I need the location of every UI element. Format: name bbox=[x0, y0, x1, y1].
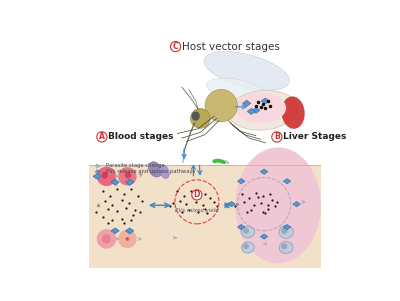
Circle shape bbox=[118, 230, 137, 248]
Text: EVs mixed yield: EVs mixed yield bbox=[175, 208, 219, 213]
Polygon shape bbox=[238, 178, 245, 184]
Polygon shape bbox=[111, 179, 119, 185]
Ellipse shape bbox=[206, 78, 264, 101]
Ellipse shape bbox=[160, 165, 169, 178]
Ellipse shape bbox=[235, 93, 286, 123]
Circle shape bbox=[192, 190, 202, 200]
Polygon shape bbox=[238, 225, 245, 230]
Ellipse shape bbox=[148, 162, 162, 177]
Ellipse shape bbox=[205, 89, 238, 122]
Polygon shape bbox=[111, 228, 119, 234]
Ellipse shape bbox=[281, 228, 288, 234]
Circle shape bbox=[170, 42, 181, 52]
Ellipse shape bbox=[241, 226, 254, 238]
Polygon shape bbox=[252, 107, 260, 113]
Ellipse shape bbox=[228, 90, 298, 130]
Ellipse shape bbox=[282, 96, 305, 129]
Ellipse shape bbox=[125, 172, 131, 178]
Text: Liver Stages: Liver Stages bbox=[283, 132, 347, 141]
Polygon shape bbox=[261, 98, 270, 104]
Polygon shape bbox=[126, 179, 134, 185]
Ellipse shape bbox=[279, 225, 293, 238]
Ellipse shape bbox=[281, 243, 287, 249]
Ellipse shape bbox=[242, 242, 254, 253]
Text: Host vector stages: Host vector stages bbox=[182, 42, 280, 51]
FancyBboxPatch shape bbox=[89, 36, 321, 165]
Circle shape bbox=[118, 167, 137, 186]
Ellipse shape bbox=[190, 109, 210, 128]
Circle shape bbox=[102, 234, 111, 244]
Ellipse shape bbox=[102, 172, 108, 179]
Polygon shape bbox=[228, 202, 235, 207]
Polygon shape bbox=[260, 234, 268, 239]
Text: D: D bbox=[194, 190, 200, 199]
Ellipse shape bbox=[279, 241, 293, 253]
Polygon shape bbox=[283, 225, 291, 230]
Text: EVs release and uptake pathways: EVs release and uptake pathways bbox=[106, 169, 195, 174]
Circle shape bbox=[97, 132, 107, 142]
Polygon shape bbox=[247, 108, 256, 114]
Circle shape bbox=[97, 167, 116, 186]
Text: C: C bbox=[173, 42, 178, 51]
Ellipse shape bbox=[243, 244, 249, 249]
Circle shape bbox=[97, 229, 116, 249]
Ellipse shape bbox=[235, 147, 321, 263]
Text: A: A bbox=[99, 132, 105, 141]
Text: Blood stages: Blood stages bbox=[108, 132, 174, 141]
Polygon shape bbox=[283, 178, 291, 184]
Polygon shape bbox=[93, 173, 101, 179]
Polygon shape bbox=[242, 100, 251, 106]
Circle shape bbox=[126, 237, 129, 241]
Text: B: B bbox=[274, 132, 280, 141]
Polygon shape bbox=[293, 202, 300, 207]
Ellipse shape bbox=[192, 111, 200, 121]
Circle shape bbox=[272, 132, 282, 142]
Polygon shape bbox=[260, 169, 268, 174]
Text: Parasite stage change: Parasite stage change bbox=[106, 163, 164, 169]
Ellipse shape bbox=[243, 228, 249, 234]
Polygon shape bbox=[126, 228, 134, 234]
FancyBboxPatch shape bbox=[89, 165, 321, 268]
Ellipse shape bbox=[204, 51, 290, 90]
